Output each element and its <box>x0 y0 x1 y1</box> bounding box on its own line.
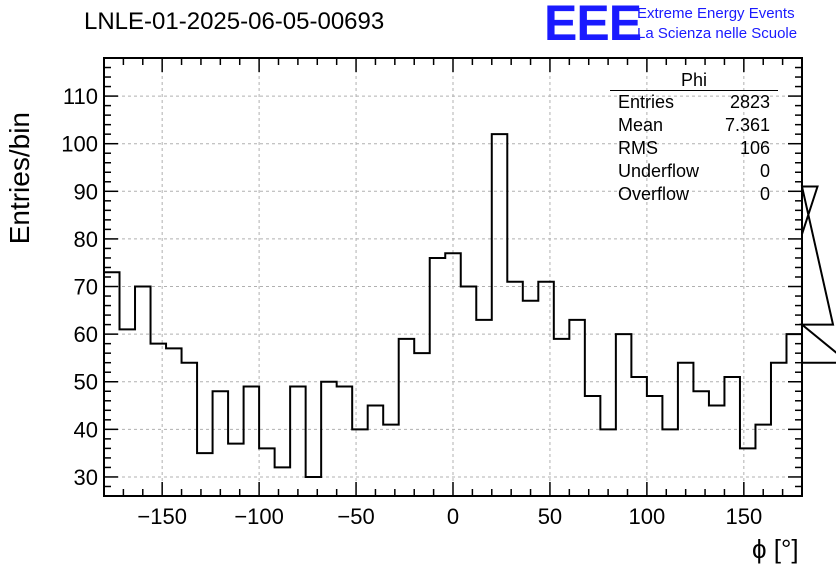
histogram-bin <box>600 429 616 496</box>
histogram-bin <box>321 382 337 496</box>
stats-name: Phi <box>610 70 778 91</box>
histogram-bin <box>306 477 322 496</box>
histogram-bin <box>693 391 709 496</box>
stats-row-mean: Mean 7.361 <box>610 114 778 137</box>
histogram-bin <box>724 377 740 496</box>
histogram-bin <box>538 282 554 496</box>
histogram-bin <box>523 301 539 496</box>
histogram-bin <box>383 425 399 496</box>
stats-label: RMS <box>618 138 658 158</box>
x-tick-label: 100 <box>629 504 666 529</box>
histogram-bin <box>476 320 492 496</box>
grid-lines <box>104 58 802 496</box>
x-tick-label: 50 <box>538 504 562 529</box>
x-tick-label: −150 <box>137 504 187 529</box>
stats-value: 7.361 <box>724 115 770 135</box>
histogram-bin <box>151 344 167 496</box>
y-tick-label: 60 <box>74 322 98 347</box>
histogram-bin <box>135 287 151 496</box>
y-tick-label: 70 <box>74 275 98 300</box>
stats-value: 2823 <box>729 92 770 112</box>
histogram-bin <box>399 339 415 496</box>
x-tick-label: −50 <box>337 504 374 529</box>
histogram-bin <box>430 258 446 496</box>
histogram-bin <box>492 134 508 496</box>
brand-line-2: La Scienza nelle Scuole <box>637 25 798 42</box>
histogram-bin <box>182 363 198 496</box>
y-axis: 30 40 50 60 70 80 90 100 110 <box>61 57 802 497</box>
y-tick-label: 80 <box>74 227 98 252</box>
brand-line-1: Extreme Energy Events <box>637 5 795 22</box>
histogram-bin <box>352 429 368 496</box>
histogram-bin <box>461 287 477 496</box>
histogram-bin <box>244 387 260 497</box>
stats-label: Underflow <box>618 161 700 181</box>
y-tick-label: 110 <box>63 84 98 109</box>
histogram-bin <box>120 329 136 496</box>
histogram-bin <box>662 429 678 496</box>
histogram-bin <box>771 363 787 496</box>
stats-row-overflow: Overflow 0 <box>610 183 778 206</box>
histogram-bin <box>631 377 647 496</box>
stats-row-underflow: Underflow 0 <box>610 160 778 183</box>
y-tick-label: 30 <box>74 465 98 490</box>
stats-value: 0 <box>759 161 770 181</box>
stats-row-entries: Entries 2823 <box>610 91 778 114</box>
histogram-bin <box>554 339 570 496</box>
histogram-bin <box>616 334 632 496</box>
histogram-bin <box>228 444 244 496</box>
x-tick-label: −100 <box>234 504 284 529</box>
histogram-bin <box>786 334 802 496</box>
histogram-bin <box>337 387 353 497</box>
y-axis-label: Entries/bin <box>4 112 35 245</box>
histogram-bin <box>755 425 771 496</box>
chart-title: LNLE-01-2025-06-05-00693 <box>84 8 385 35</box>
y-tick-label: 100 <box>61 132 98 157</box>
y-tick-label: 50 <box>74 370 98 395</box>
histogram-bin <box>414 353 430 496</box>
histogram-bin <box>709 406 725 496</box>
stats-label: Overflow <box>618 184 690 204</box>
histogram-bin <box>166 348 182 496</box>
histogram-bin <box>368 406 384 496</box>
stats-row-rms: RMS 106 <box>610 137 778 160</box>
histogram-bin <box>275 467 291 496</box>
histogram-bin <box>678 363 694 496</box>
stats-label: Entries <box>618 92 675 112</box>
histogram-bin <box>259 448 275 496</box>
histogram-bin <box>445 253 461 496</box>
histogram-bin <box>740 448 756 496</box>
stats-label: Mean <box>618 115 664 135</box>
histogram-outline <box>104 133 836 478</box>
histogram-bin <box>197 453 213 496</box>
histogram-bin <box>585 396 601 496</box>
x-axis: −150 −100 −50 0 50 100 150 <box>103 58 803 529</box>
x-tick-label: 0 <box>447 504 459 529</box>
histogram-bin <box>647 396 663 496</box>
eee-logo: EEE <box>544 0 642 51</box>
x-tick-label: 150 <box>725 504 762 529</box>
histogram-bin <box>507 282 523 496</box>
y-tick-label: 40 <box>74 417 98 442</box>
histogram-bin <box>569 320 585 496</box>
stats-box: Phi Entries 2823 Mean 7.361 RMS 106 Unde… <box>610 70 778 206</box>
histogram-bin <box>213 391 229 496</box>
stats-value: 106 <box>739 138 770 158</box>
stats-value: 0 <box>759 184 770 204</box>
x-axis-label: ϕ [°] <box>752 534 799 564</box>
y-tick-label: 90 <box>74 179 98 204</box>
histogram-bin <box>290 387 306 497</box>
